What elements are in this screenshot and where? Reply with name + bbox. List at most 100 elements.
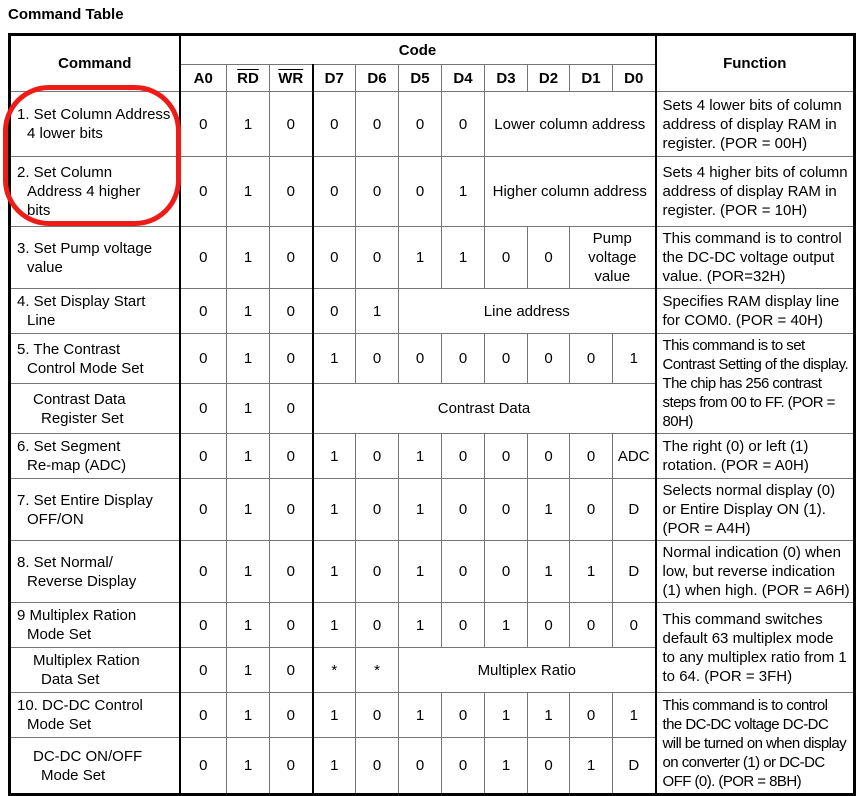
- bit-cell: 0: [355, 540, 399, 603]
- fn-cell: This command is to set Contrast Setting …: [654, 333, 856, 434]
- bit-header-rd-label: RD: [237, 69, 259, 87]
- bit-cell: 0: [441, 692, 485, 738]
- bit-header-d3: D3: [484, 64, 528, 92]
- bit-cell: 0: [569, 692, 613, 738]
- bit-cell: 0: [178, 288, 227, 334]
- bit-cell: 1: [398, 692, 442, 738]
- table-row: 8. Set Normal/ Reverse Display 0 1 0 1 0…: [9, 540, 856, 603]
- bit-cell: 0: [178, 540, 227, 603]
- bit-cell: 1: [226, 737, 270, 795]
- bit-cell: 0: [178, 647, 227, 693]
- bit-cell: 1: [398, 478, 442, 541]
- table-row: 10. DC-DC Control Mode Set 0 1 0 1 0 1 0…: [9, 692, 856, 795]
- bit-header-d2: D2: [527, 64, 570, 92]
- bit-cell: 0: [441, 737, 485, 795]
- cmd-cell: 10. DC-DC Control Mode Set: [9, 692, 180, 738]
- bit-cell: 0: [269, 226, 313, 289]
- bit-cell: 0: [355, 737, 399, 795]
- bit-cell: 1: [398, 226, 442, 289]
- bit-cell: 0: [569, 433, 613, 479]
- bit-header-d7: D7: [311, 64, 356, 92]
- bit-cell: 1: [611, 333, 657, 384]
- bit-cell: 0: [398, 333, 442, 384]
- bit-cell: 1: [311, 478, 356, 541]
- bit-cell: 1: [226, 288, 270, 334]
- cmd-cell: 4. Set Display Start Line: [9, 288, 180, 334]
- bit-cell: 1: [226, 647, 270, 693]
- bit-cell: 0: [398, 737, 442, 795]
- fn-cell: Selects normal display (0) or Entire Dis…: [654, 478, 856, 541]
- bit-cell: 0: [269, 383, 313, 434]
- code-span-cell: Higher column address: [483, 156, 657, 227]
- bit-cell: 0: [398, 91, 442, 157]
- bit-cell: 1: [226, 478, 270, 541]
- bit-cell: 0: [269, 692, 313, 738]
- bit-cell: 0: [484, 226, 528, 289]
- bit-cell: 1: [569, 540, 613, 603]
- table-row: 7. Set Entire Display OFF/ON 0 1 0 1 0 1…: [9, 478, 856, 541]
- bit-cell: 0: [311, 91, 356, 157]
- bit-cell: 0: [178, 91, 227, 157]
- bit-cell: 0: [569, 478, 613, 541]
- bit-cell: 0: [484, 333, 528, 384]
- bit-cell: 0: [355, 333, 399, 384]
- column-header-function: Function: [654, 34, 856, 92]
- bit-cell: 1: [484, 737, 528, 795]
- bit-cell: D: [611, 540, 657, 603]
- bit-cell: ADC: [611, 433, 657, 479]
- bit-cell: 1: [311, 333, 356, 384]
- bit-cell: 1: [226, 226, 270, 289]
- bit-cell: 0: [269, 540, 313, 603]
- bit-cell: 1: [226, 692, 270, 738]
- table-row: 3. Set Pump voltage value 0 1 0 0 0 1 1 …: [9, 226, 856, 289]
- bit-cell: 0: [527, 333, 570, 384]
- bit-cell: 0: [269, 91, 313, 157]
- bit-cell: 1: [527, 692, 570, 738]
- bit-cell: 1: [484, 602, 528, 648]
- bit-cell: 0: [441, 540, 485, 603]
- bit-cell: 1: [226, 91, 270, 157]
- cmd-cell: 2. Set Column Address 4 higher bits: [9, 156, 180, 227]
- cmd-cell: 5. The Contrast Control Mode Set: [9, 333, 180, 384]
- bit-cell: 0: [527, 737, 570, 795]
- table-row: 6. Set Segment Re-map (ADC) 0 1 0 1 0 1 …: [9, 433, 856, 479]
- bit-cell: 0: [178, 478, 227, 541]
- table-row: 9 Multiplex Ration Mode Set 0 1 0 1 0 1 …: [9, 602, 856, 693]
- bit-cell: 0: [178, 226, 227, 289]
- cmd-cell: Contrast Data Register Set: [9, 383, 180, 434]
- bit-cell: 0: [355, 156, 399, 227]
- bit-cell: 1: [311, 692, 356, 738]
- bit-cell: 1: [355, 288, 399, 334]
- bit-cell: *: [355, 647, 399, 693]
- bit-cell: 0: [569, 333, 613, 384]
- fn-cell: Specifies RAM display line for COM0. (PO…: [654, 288, 856, 334]
- bit-header-a0: A0: [178, 64, 227, 92]
- bit-header-rd: RD: [226, 64, 270, 92]
- page-title: Command Table: [8, 6, 124, 23]
- fn-cell: Sets 4 lower bits of column address of d…: [654, 91, 856, 157]
- bit-header-wr: WR: [269, 64, 313, 92]
- code-span-cell: Contrast Data: [311, 383, 657, 434]
- bit-cell: 0: [269, 478, 313, 541]
- bit-cell: 1: [226, 333, 270, 384]
- bit-cell: 0: [355, 602, 399, 648]
- bit-cell: 0: [178, 156, 227, 227]
- bit-cell: 0: [355, 478, 399, 541]
- code-span-cell: Multiplex Ratio: [397, 647, 657, 693]
- cmd-cell: 6. Set Segment Re-map (ADC): [9, 433, 180, 479]
- column-header-code: Code: [178, 34, 657, 65]
- fn-cell: This command is to control the DC-DC vol…: [654, 692, 856, 795]
- bit-cell: 1: [226, 433, 270, 479]
- bit-cell: 0: [269, 647, 313, 693]
- bit-cell: 0: [269, 333, 313, 384]
- code-span-cell: Lower column address: [483, 91, 657, 157]
- cmd-cell: Multiplex Ration Data Set: [9, 647, 180, 693]
- bit-cell: 1: [398, 602, 442, 648]
- bit-cell: 0: [527, 226, 570, 289]
- bit-cell: 1: [441, 156, 485, 227]
- bit-cell: 0: [269, 288, 313, 334]
- table-row: 2. Set Column Address 4 higher bits 0 1 …: [9, 156, 856, 227]
- bit-cell: 1: [398, 433, 442, 479]
- bit-cell: 1: [569, 737, 613, 795]
- bit-header-d4: D4: [441, 64, 485, 92]
